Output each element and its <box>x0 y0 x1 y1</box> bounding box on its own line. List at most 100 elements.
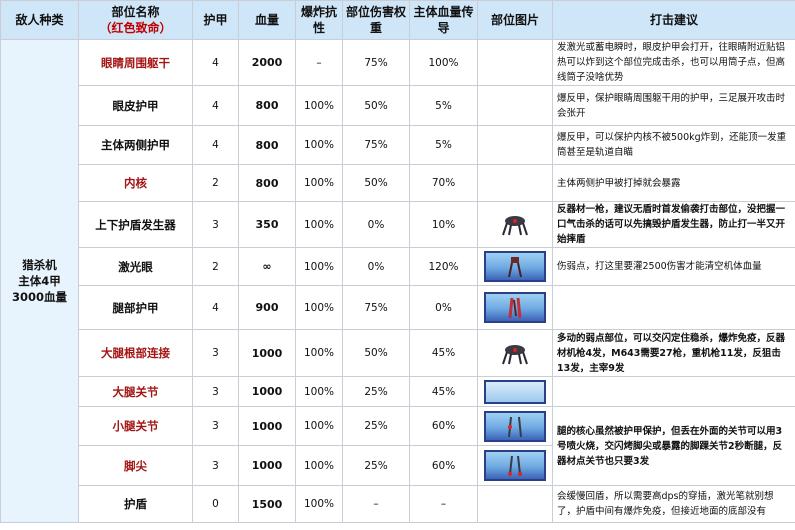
table-row: 护盾 0 1500 100% – – 会缓慢回盾，所以需要高dps的穿插，激光笔… <box>1 485 795 523</box>
explosion-resist-value: 100% <box>295 247 343 286</box>
attack-advice: 爆反甲，保护眼睛周围躯干用的护甲，三足展开攻击时会张开 <box>552 85 795 126</box>
header-main-hp-transfer: 主体血量传导 <box>409 0 478 40</box>
attack-advice: 多动的弱点部位，可以交闪定住稳杀，爆炸免疫，反器材机枪4发，M643需要27枪，… <box>552 329 795 377</box>
part-name: 腿部护甲 <box>78 285 193 330</box>
hp-transfer-value: 5% <box>409 125 478 165</box>
part-image-cell <box>477 164 553 202</box>
hunter-mech-image <box>484 209 546 240</box>
explosion-resist-value: 100% <box>295 164 343 202</box>
hp-transfer-value: – <box>409 485 478 523</box>
part-image-cell <box>477 85 553 126</box>
hp-transfer-value: 0% <box>409 285 478 330</box>
table-row: 小腿关节 3 1000 100% 25% 60% 腿的核心虽然被护甲保护，但丢在… <box>1 406 795 486</box>
hp-value: ∞ <box>238 247 296 286</box>
hp-transfer-value: 60% <box>409 445 478 486</box>
toe-icon <box>508 455 522 476</box>
laser-eye-image <box>484 251 546 282</box>
part-name: 小腿关节 <box>78 406 193 446</box>
part-name: 大腿根部连接 <box>78 329 193 377</box>
table-row: 腿部护甲 4 900 100% 75% 0% <box>1 285 795 330</box>
hp-transfer-value: 70% <box>409 164 478 202</box>
armor-value: 3 <box>192 406 239 446</box>
table-row: 激光眼 2 ∞ 100% 0% 120% 伤弱点，打这里要灌2500伤害才能清空… <box>1 247 795 286</box>
table-row: 主体两侧护甲 4 800 100% 75% 5% 爆反甲，可以保护内核不被500… <box>1 125 795 165</box>
attack-advice: 爆反甲，可以保护内核不被500kg炸到，还能顶一发重筒甚至是轨道自瞄 <box>552 125 795 165</box>
attack-advice: 反器材一枪，建议无盾时首发偷袭打击部位，没把握一口气击杀的话可以先搞毁护盾发生器… <box>552 201 795 248</box>
leg-armor-image <box>484 292 546 323</box>
explosion-resist-value: 100% <box>295 406 343 446</box>
part-name: 内核 <box>78 164 193 202</box>
part-image-cell <box>477 201 553 248</box>
explosion-resist-value: 100% <box>295 85 343 126</box>
part-name: 护盾 <box>78 485 193 523</box>
damage-weight-value: 75% <box>342 39 410 86</box>
attack-advice: 会缓慢回盾，所以需要高dps的穿插，激光笔就别想了，护盾中间有爆炸免疫，但接近地… <box>552 485 795 523</box>
table-row: 内核 2 800 100% 50% 70% 主体两侧护甲被打掉就会暴露 <box>1 164 795 202</box>
damage-weight-value: 25% <box>342 445 410 486</box>
calf-joint-image <box>484 410 546 442</box>
part-name: 眼皮护甲 <box>78 85 193 126</box>
thigh-root-icon <box>502 344 528 364</box>
header-part-name-label: 部位名称 <box>111 5 160 19</box>
enemy-desc-armor: 主体4甲 <box>18 274 61 288</box>
header-damage-weight: 部位伤害权重 <box>342 0 410 40</box>
enemy-desc-hp: 3000血量 <box>11 290 67 304</box>
damage-weight-value: 25% <box>342 406 410 446</box>
part-name: 大腿关节 <box>78 376 193 407</box>
attack-advice <box>552 285 795 330</box>
table-row: 大腿关节 3 1000 100% 25% 45% <box>1 376 795 407</box>
part-image-cell <box>477 445 553 486</box>
calf-joint-icon <box>508 416 522 437</box>
table-row: 猎杀机 主体4甲 3000血量 眼睛周围躯干 4 2000 – 75% 100%… <box>0 39 795 523</box>
armor-value: 3 <box>192 201 239 248</box>
part-name: 主体两侧护甲 <box>78 125 193 165</box>
explosion-resist-value: – <box>295 39 343 86</box>
explosion-resist-value: 100% <box>295 445 343 486</box>
part-image-cell <box>477 285 553 330</box>
part-name: 上下护盾发生器 <box>78 201 193 248</box>
hp-value: 1000 <box>238 445 296 486</box>
explosion-resist-value: 100% <box>295 329 343 377</box>
part-image-cell <box>477 329 553 377</box>
armor-value: 2 <box>192 164 239 202</box>
damage-weight-value: 0% <box>342 201 410 248</box>
damage-weight-value: 50% <box>342 164 410 202</box>
header-enemy-type: 敌人种类 <box>0 0 79 40</box>
part-name: 脚尖 <box>78 445 193 486</box>
hp-transfer-value: 10% <box>409 201 478 248</box>
damage-weight-value: 50% <box>342 329 410 377</box>
part-image-cell <box>477 406 553 446</box>
table-row: 上下护盾发生器 3 350 100% 0% 10% 反器材一枪，建议无盾时首发偷… <box>1 201 795 248</box>
hp-transfer-value: 45% <box>409 329 478 377</box>
part-name: 激光眼 <box>78 247 193 286</box>
explosion-resist-value: 100% <box>295 285 343 330</box>
part-name: 眼睛周围躯干 <box>78 39 193 86</box>
hp-transfer-value: 60% <box>409 406 478 446</box>
hp-value: 800 <box>238 125 296 165</box>
part-image-cell <box>477 247 553 286</box>
thigh-root-image <box>484 337 546 369</box>
armor-value: 4 <box>192 85 239 126</box>
armor-value: 3 <box>192 445 239 486</box>
damage-weight-value: 50% <box>342 85 410 126</box>
explosion-resist-value: 100% <box>295 125 343 165</box>
header-hp: 血量 <box>238 0 296 40</box>
hp-value: 900 <box>238 285 296 330</box>
header-armor: 护甲 <box>192 0 239 40</box>
toe-image <box>484 450 546 481</box>
armor-value: 4 <box>192 125 239 165</box>
hp-value: 1000 <box>238 406 296 446</box>
part-image-cell <box>477 39 553 86</box>
hp-transfer-value: 5% <box>409 85 478 126</box>
attack-advice: 伤弱点，打这里要灌2500伤害才能清空机体血量 <box>552 247 795 286</box>
damage-weight-value: 25% <box>342 376 410 407</box>
hp-transfer-value: 100% <box>409 39 478 86</box>
table-row: 脚尖 3 1000 100% 25% 60% <box>1 445 795 486</box>
thigh-joint-image <box>484 379 546 404</box>
hunter-mech-icon <box>502 216 528 236</box>
header-explosion-resist: 爆炸抗性 <box>295 0 343 40</box>
attack-advice: 主体两侧护甲被打掉就会暴露 <box>552 164 795 202</box>
armor-value: 4 <box>192 285 239 330</box>
armor-value: 3 <box>192 329 239 377</box>
